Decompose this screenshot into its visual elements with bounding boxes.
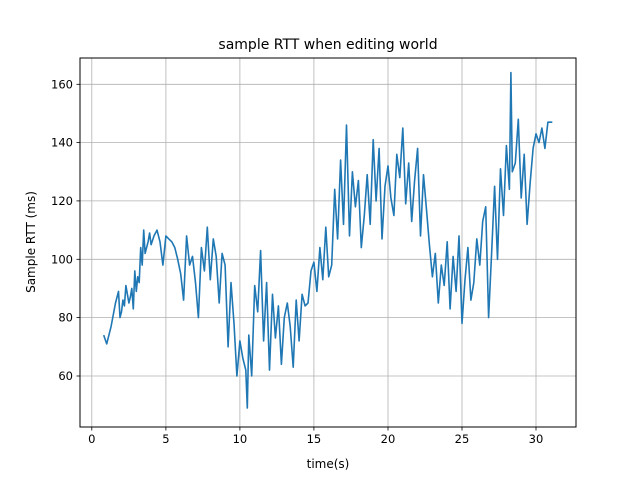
y-tick-label: 120 bbox=[51, 194, 73, 208]
plot-area bbox=[80, 58, 576, 427]
x-axis: 0 5 10 15 20 25 30 bbox=[88, 427, 543, 446]
plot-frame bbox=[79, 57, 577, 428]
chart-title: sample RTT when editing world bbox=[218, 37, 437, 53]
x-tick-label: 0 bbox=[88, 432, 95, 446]
y-tick-label: 100 bbox=[51, 252, 73, 266]
series-line-0 bbox=[102, 71, 553, 409]
x-tick-label: 25 bbox=[455, 432, 470, 446]
y-tick-label: 60 bbox=[58, 369, 73, 383]
y-axis: 60 80 100 120 140 160 bbox=[51, 77, 80, 383]
y-tick-label: 140 bbox=[51, 136, 73, 150]
x-axis-label: time(s) bbox=[307, 457, 350, 471]
x-tick-label: 15 bbox=[307, 432, 322, 446]
x-tick-label: 30 bbox=[529, 432, 544, 446]
x-tick-label: 5 bbox=[162, 432, 169, 446]
series-group bbox=[102, 71, 553, 409]
y-tick-label: 80 bbox=[58, 311, 73, 325]
x-tick-label: 10 bbox=[233, 432, 248, 446]
y-tick-label: 160 bbox=[51, 77, 73, 91]
x-tick-label: 20 bbox=[381, 432, 396, 446]
y-axis-label: Sample RTT (ms) bbox=[24, 191, 38, 293]
